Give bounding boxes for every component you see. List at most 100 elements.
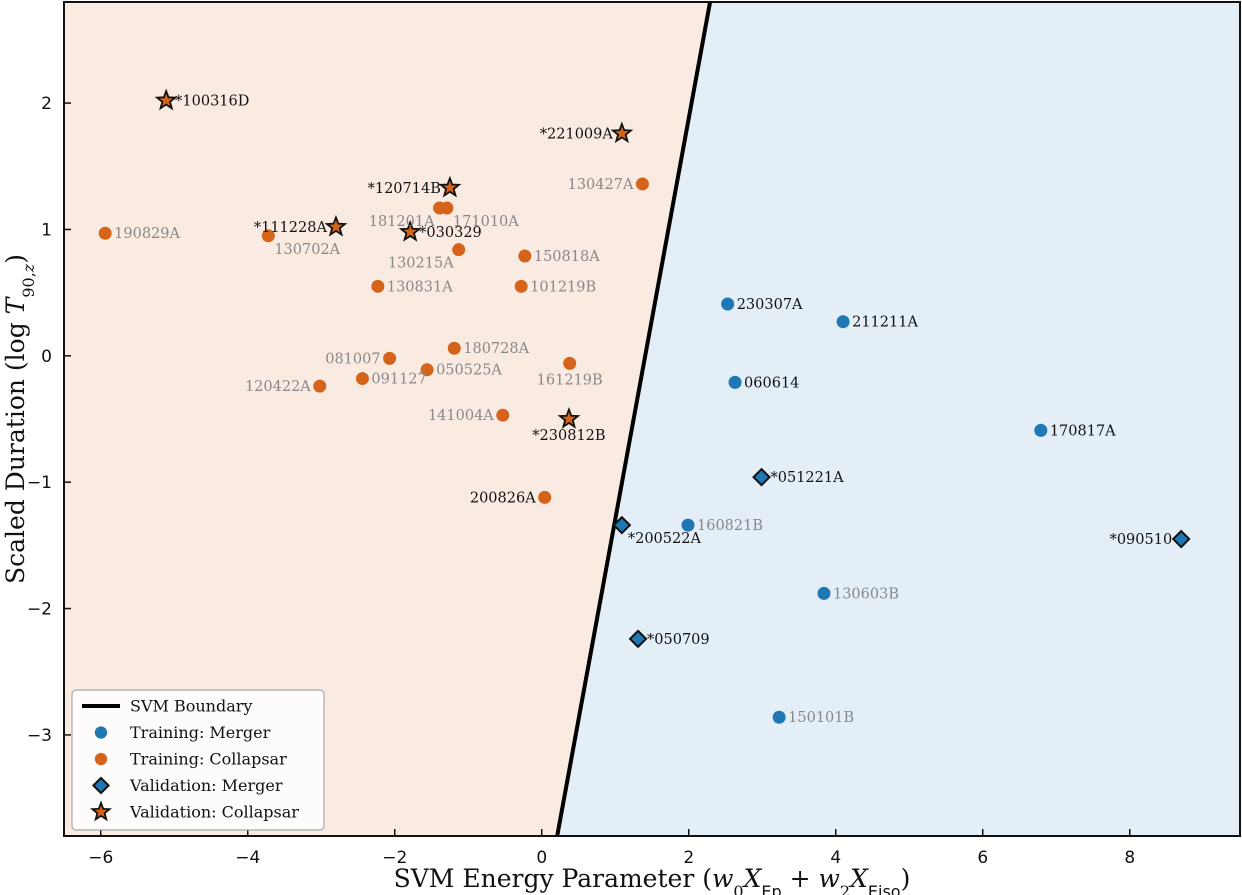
circle-marker-211211A bbox=[836, 315, 850, 329]
circle-marker-130215A bbox=[452, 243, 466, 257]
legend-label-boundary: SVM Boundary bbox=[130, 697, 252, 716]
circle-marker-060614 bbox=[728, 375, 742, 389]
point-label: 130831A bbox=[387, 279, 453, 295]
star-marker-v111228A bbox=[324, 214, 348, 237]
point-labels-layer: 230307A 211211A 060614 170817A 160821B 130603… bbox=[114, 94, 1172, 727]
point-label: 101219B bbox=[530, 279, 596, 295]
legend-label-val_collapsar: Validation: Collapsar bbox=[129, 803, 299, 822]
point-label: 130603B bbox=[833, 586, 899, 602]
diamond-marker-v200522A bbox=[612, 515, 632, 535]
point-label: 171010A bbox=[453, 214, 519, 230]
circle-marker-150818A bbox=[518, 249, 532, 263]
point-label: *030329 bbox=[419, 225, 482, 241]
x-tick-label: −4 bbox=[235, 848, 260, 868]
legend-diamond-marker bbox=[91, 776, 111, 795]
point-label: *100316D bbox=[175, 94, 249, 110]
circle-marker-120422A bbox=[313, 379, 327, 393]
circle-marker-081007 bbox=[383, 351, 397, 365]
y-tick-label: −1 bbox=[27, 473, 52, 493]
star-marker-v221009A bbox=[610, 121, 634, 144]
y-tick-label: −3 bbox=[27, 726, 52, 746]
legend-circle-marker bbox=[94, 752, 108, 766]
point-label: 130702A bbox=[274, 242, 340, 258]
point-label: 081007 bbox=[325, 351, 380, 367]
point-label: *221009A bbox=[540, 126, 614, 142]
point-label: 230307A bbox=[737, 297, 803, 313]
point-label: 141004A bbox=[428, 408, 494, 424]
classification-regions bbox=[64, 2, 1240, 836]
circle-marker-160821B bbox=[681, 518, 695, 532]
legend-circle-marker bbox=[94, 726, 108, 739]
x-tick-label: 8 bbox=[1124, 848, 1135, 868]
circle-marker-170817A bbox=[1034, 423, 1048, 437]
circle-marker-130831A bbox=[371, 279, 385, 293]
circle-marker-130603B bbox=[817, 586, 831, 600]
y-tick-label: 0 bbox=[41, 347, 52, 367]
point-label: 130427A bbox=[568, 177, 634, 193]
x-tick-label: 2 bbox=[683, 848, 694, 868]
data-points-layer bbox=[98, 88, 1191, 724]
point-label: *230812B bbox=[532, 428, 605, 444]
star-marker-v230812B bbox=[557, 406, 581, 429]
y-tick-label: 2 bbox=[41, 94, 52, 114]
x-tick-label: −6 bbox=[88, 848, 113, 868]
x-tick-label: 0 bbox=[536, 848, 547, 868]
x-tick-label: 4 bbox=[830, 848, 841, 868]
point-label: 180728A bbox=[463, 341, 529, 357]
x-tick-label: 6 bbox=[977, 848, 988, 868]
point-label: 150101B bbox=[788, 710, 854, 726]
point-label: *090510 bbox=[1110, 532, 1173, 548]
point-label: *111228A bbox=[254, 220, 328, 236]
y-tick-label: −2 bbox=[27, 600, 52, 620]
point-label: 190829A bbox=[114, 226, 180, 242]
y-tick-label: 1 bbox=[41, 220, 52, 240]
circle-marker-200826A bbox=[538, 490, 552, 504]
legend-label-val_merger: Validation: Merger bbox=[129, 776, 283, 795]
point-label: 150818A bbox=[534, 249, 600, 265]
point-label: 211211A bbox=[852, 315, 918, 331]
circle-marker-150101B bbox=[772, 710, 786, 724]
point-label: *050709 bbox=[647, 632, 710, 648]
legend-box bbox=[71, 689, 325, 831]
circle-marker-141004A bbox=[496, 408, 510, 422]
circle-marker-171010A bbox=[440, 201, 454, 215]
star-marker-v030329 bbox=[398, 219, 422, 242]
point-label: 120422A bbox=[245, 379, 311, 395]
merger-region bbox=[557, 2, 1240, 836]
svm-boundary-line bbox=[555, 1, 713, 837]
legend-star-marker bbox=[89, 800, 113, 822]
point-label: 161219B bbox=[537, 372, 603, 388]
x-axis-label: SVM Energy Parameter (w0XEp + w2XEiso) bbox=[394, 864, 911, 895]
point-label: *200522A bbox=[628, 531, 702, 547]
legend-label-train_merger: Training: Merger bbox=[130, 723, 271, 742]
point-label: 060614 bbox=[744, 375, 799, 391]
star-marker-v120714B bbox=[438, 175, 462, 198]
circle-marker-230307A bbox=[721, 297, 735, 311]
svm-boundary-layer bbox=[555, 1, 713, 837]
circle-marker-050525A bbox=[420, 363, 434, 377]
circle-marker-161219B bbox=[563, 356, 577, 370]
circle-marker-180728A bbox=[447, 341, 461, 355]
circle-marker-091127 bbox=[355, 372, 369, 386]
point-label: 050525A bbox=[436, 363, 502, 379]
diamond-marker-v090510 bbox=[1171, 529, 1191, 549]
point-label: 181201A bbox=[369, 214, 435, 230]
point-label: 091127 bbox=[371, 372, 426, 388]
point-label: 160821B bbox=[697, 518, 763, 534]
point-label: *051221A bbox=[771, 470, 845, 486]
collapsar-region bbox=[64, 2, 711, 836]
circle-marker-130702A bbox=[261, 229, 275, 243]
point-label: 130215A bbox=[388, 256, 454, 272]
y-axis-label: Scaled Duration (log T90,z) bbox=[1, 254, 38, 584]
circle-marker-101219B bbox=[514, 279, 528, 293]
point-label: 200826A bbox=[470, 490, 536, 506]
diamond-marker-v051221A bbox=[752, 467, 771, 487]
legend: SVM Boundary Training: Merger Training: Co… bbox=[71, 689, 325, 831]
point-label: *120714B bbox=[368, 181, 441, 197]
point-label: 170817A bbox=[1050, 423, 1116, 439]
plot-frame bbox=[63, 1, 1241, 837]
x-tick-label: −2 bbox=[382, 848, 407, 868]
circle-marker-190829A bbox=[98, 226, 112, 240]
